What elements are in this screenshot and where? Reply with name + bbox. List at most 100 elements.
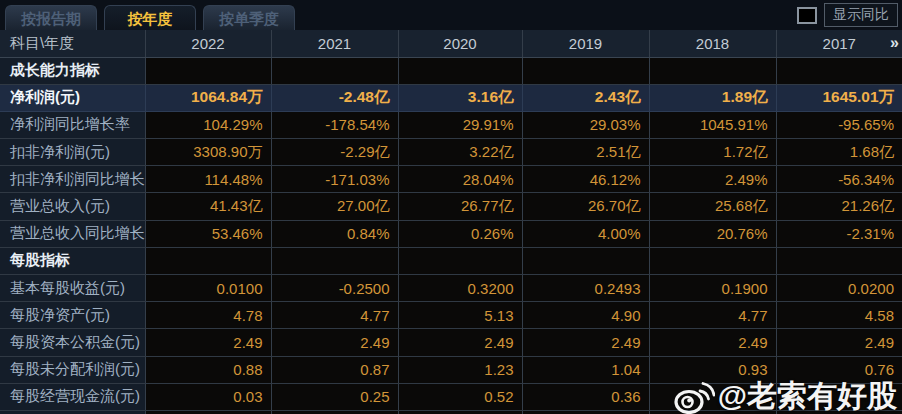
corner-header: 科目\年度 [0,30,145,57]
row-label [0,410,145,414]
row-label: 每股净资产(元) [0,302,145,329]
value-cell [776,247,902,274]
value-cell: 1045.91% [649,111,776,138]
row-label: 基本每股收益(元) [0,275,145,302]
table-row: 扣非净利润同比增长率114.48%-171.03%28.04%46.12%2.4… [0,166,902,193]
value-cell: -178.54% [271,111,398,138]
value-cell: 4.00% [522,220,649,247]
table-row: 基本每股收益(元)0.0100-0.25000.32000.24930.1900… [0,275,902,302]
value-cell: -95.65% [776,111,902,138]
table-row: 每股未分配利润(元)0.880.871.231.040.930.76 [0,356,902,383]
value-cell: 26.77亿 [398,193,522,220]
value-cell: 0.93 [649,356,776,383]
value-cell: 5.13 [398,302,522,329]
value-cell: 1064.84万 [145,84,271,111]
value-cell: 1.68亿 [776,139,902,166]
value-cell: 29.03% [522,111,649,138]
stock-financials-window: 按报告期 按年度 按单季度 显示同比 科目\年度2022202120202019… [0,0,902,414]
value-cell: -56.34% [776,166,902,193]
value-cell: 25.68亿 [649,193,776,220]
value-cell [776,410,902,414]
value-cell: 28.04% [398,166,522,193]
value-cell: 2.43亿 [522,84,649,111]
value-cell [522,410,649,414]
value-cell: 2.49 [271,329,398,356]
value-cell [398,247,522,274]
value-cell: 0.03 [145,383,271,410]
value-cell: 53.46% [145,220,271,247]
value-cell [271,410,398,414]
value-cell: 0.1900 [649,275,776,302]
value-cell: 3.16亿 [398,84,522,111]
value-cell [145,410,271,414]
row-label: 营业总收入(元) [0,193,145,220]
section-label: 成长能力指标 [0,57,145,84]
value-cell: 2.49 [649,329,776,356]
value-cell [271,57,398,84]
value-cell: 41.43亿 [145,193,271,220]
value-cell: 29.91% [398,111,522,138]
value-cell: 1.04 [522,356,649,383]
row-label: 扣非净利润同比增长率 [0,166,145,193]
value-cell: 4.90 [522,302,649,329]
value-cell: 2.49 [145,329,271,356]
value-cell: 4.78 [145,302,271,329]
value-cell [522,57,649,84]
value-cell: -2.29亿 [271,139,398,166]
year-header-2017: 2017» [776,30,902,57]
row-label: 扣非净利润(元) [0,139,145,166]
value-cell [649,383,776,410]
value-cell: 114.48% [145,166,271,193]
tab-annual[interactable]: 按年度 [104,5,196,30]
table-header-row: 科目\年度202220212020201920182017» [0,30,902,57]
financial-table: 科目\年度202220212020201920182017»成长能力指标净利润(… [0,30,902,414]
value-cell: 0.25 [271,383,398,410]
value-cell: -0.2500 [271,275,398,302]
value-cell: 3308.90万 [145,139,271,166]
value-cell: 3.22亿 [398,139,522,166]
value-cell: 0.26% [398,220,522,247]
year-header-2018: 2018 [649,30,776,57]
year-header-2022: 2022 [145,30,271,57]
year-header-2020: 2020 [398,30,522,57]
value-cell: 2.49 [522,329,649,356]
value-cell: 1645.01万 [776,84,902,111]
value-cell: 0.84% [271,220,398,247]
value-cell: 26.70亿 [522,193,649,220]
table-row: 净利润(元)1064.84万-2.48亿3.16亿2.43亿1.89亿1645.… [0,84,902,111]
value-cell [649,247,776,274]
value-cell: 2.49% [649,166,776,193]
table-row: 每股经营现金流(元)0.030.250.520.36 [0,383,902,410]
row-label: 净利润(元) [0,84,145,111]
value-cell: 46.12% [522,166,649,193]
value-cell [398,410,522,414]
table-row: 每股净资产(元)4.784.775.134.904.774.58 [0,302,902,329]
year-header-2021: 2021 [271,30,398,57]
value-cell: 4.77 [649,302,776,329]
value-cell: -2.48亿 [271,84,398,111]
value-cell: 20.76% [649,220,776,247]
value-cell: 0.52 [398,383,522,410]
row-label: 营业总收入同比增长率 [0,220,145,247]
tab-report-period[interactable]: 按报告期 [5,5,97,30]
clipped-row [0,410,902,414]
value-cell: 0.2493 [522,275,649,302]
value-cell [649,410,776,414]
value-cell: 0.88 [145,356,271,383]
more-columns-icon[interactable]: » [890,34,897,52]
show-yoy-checkbox[interactable] [797,7,817,24]
value-cell [271,247,398,274]
tab-single-quarter[interactable]: 按单季度 [203,5,295,30]
show-yoy-label[interactable]: 显示同比 [824,3,898,27]
period-tabbar: 按报告期 按年度 按单季度 显示同比 [0,0,902,30]
value-cell [776,383,902,410]
value-cell: 2.49 [398,329,522,356]
row-label: 每股经营现金流(元) [0,383,145,410]
table-row: 成长能力指标 [0,57,902,84]
value-cell: -2.31% [776,220,902,247]
value-cell: 1.89亿 [649,84,776,111]
row-label: 每股资本公积金(元) [0,329,145,356]
table-row: 每股资本公积金(元)2.492.492.492.492.492.49 [0,329,902,356]
table-row: 每股指标 [0,247,902,274]
value-cell: 0.0100 [145,275,271,302]
